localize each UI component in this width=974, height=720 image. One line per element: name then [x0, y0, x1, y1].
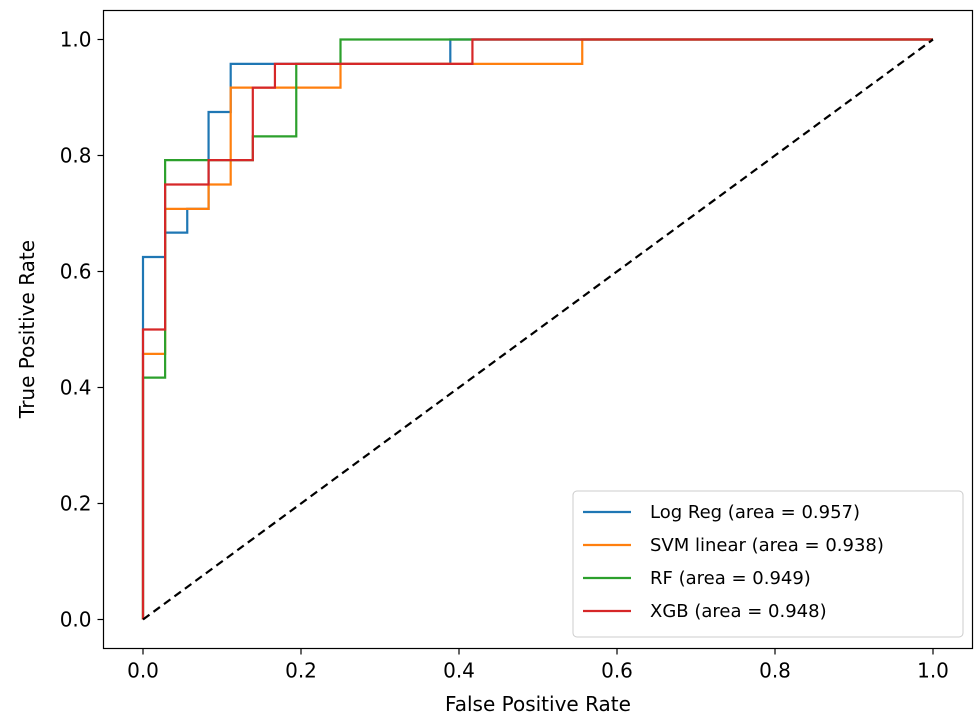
ticks-layer: 0.0 0.2 0.4 0.6 0.8 1.0 0.0 0.2 0.4 0.6 0.8 1.0	[60, 28, 949, 683]
y-tick-label: 0.6	[60, 260, 92, 284]
legend-entry-label: RF (area = 0.949)	[650, 568, 811, 589]
series-layer	[141, 38, 934, 621]
y-tick-label: 1.0	[60, 28, 92, 52]
x-tick-label: 0.2	[285, 659, 317, 683]
reference-diagonal-line	[142, 38, 934, 621]
x-tick-label: 0.4	[443, 659, 475, 683]
y-tick-label: 0.0	[60, 608, 92, 632]
legend-entry-label: XGB (area = 0.948)	[650, 601, 827, 622]
legend-box	[572, 490, 964, 638]
y-axis-label: True Positive Rate	[15, 240, 39, 419]
x-tick-label: 0.8	[759, 659, 791, 683]
series-line-xgb	[141, 38, 933, 620]
plot-frame	[102, 9, 974, 650]
x-tick-label: 0.0	[127, 659, 159, 683]
legend-entry-label: Log Reg (area = 0.957)	[650, 502, 860, 523]
y-tick-label: 0.4	[60, 376, 92, 400]
x-tick-label: 0.6	[601, 659, 633, 683]
legend: Log Reg (area = 0.957) SVM linear (area =…	[572, 490, 964, 638]
x-tick-label: 1.0	[917, 659, 949, 683]
y-tick-label: 0.8	[60, 144, 92, 168]
x-axis-label: False Positive Rate	[445, 692, 631, 716]
legend-entry-label: SVM linear (area = 0.938)	[650, 535, 884, 556]
y-tick-label: 0.2	[60, 492, 92, 516]
